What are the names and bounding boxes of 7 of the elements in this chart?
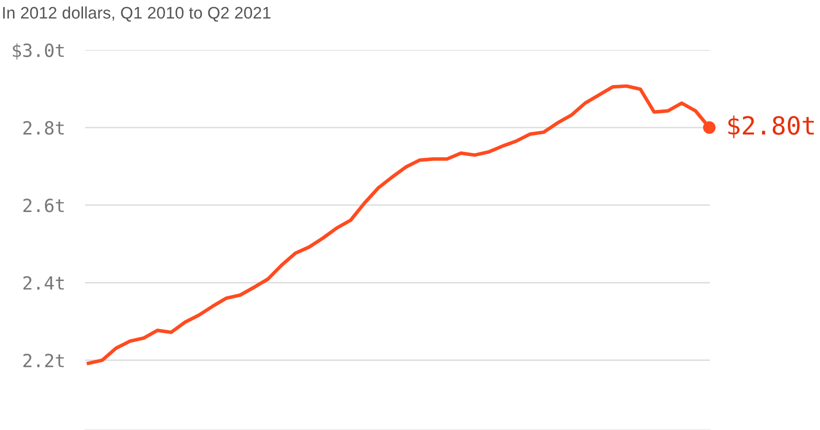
- y-tick-label: $3.0t: [12, 43, 64, 60]
- text: $2.80t: [728, 116, 814, 138]
- y-tick-label: 2.6t: [23, 198, 64, 212]
- y-tick-label: 2.4t: [23, 276, 64, 290]
- y-tick-label: 2.2t: [23, 354, 64, 368]
- y-tick-label: 2.8t: [23, 121, 64, 135]
- chart-title: In 2012 dollars, Q1 2010 to Q2 2021: [3, 6, 270, 22]
